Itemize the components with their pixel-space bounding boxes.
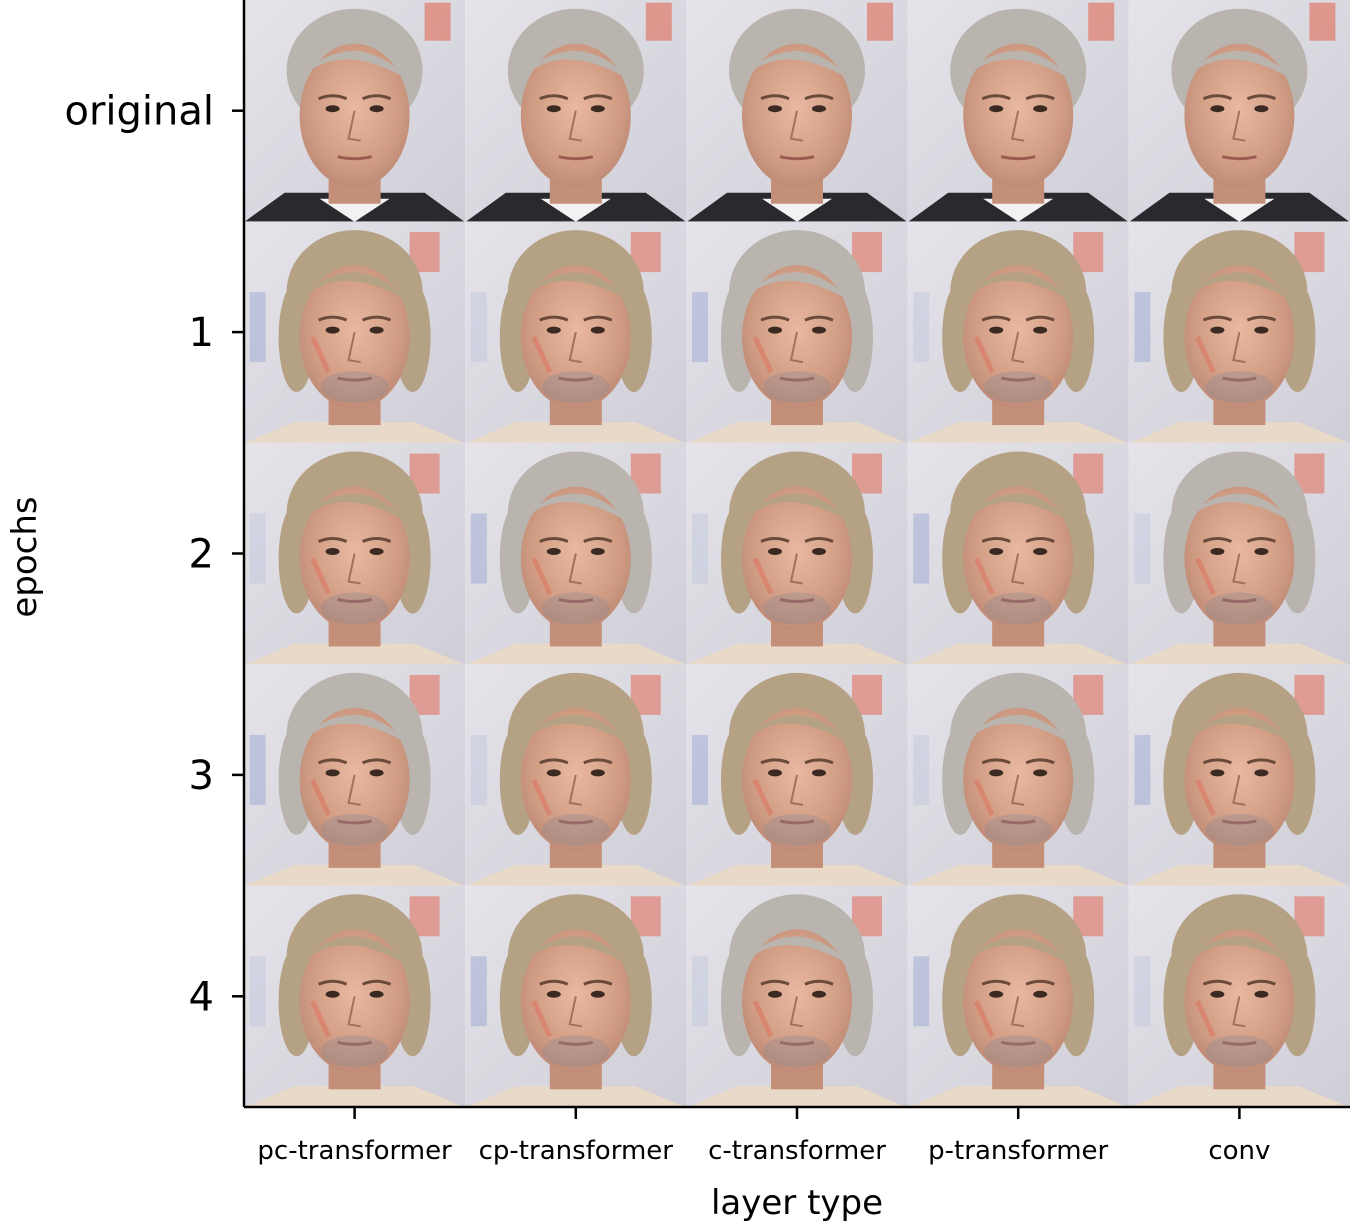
y-tick-label: 4: [189, 974, 214, 1020]
y-tick-label: 1: [189, 310, 214, 356]
y-tick-label: original: [64, 89, 214, 135]
grid-image: [686, 885, 908, 1108]
x-tick-label: c-transformer: [708, 1136, 886, 1166]
grid-image: [465, 442, 687, 665]
image-grid: [244, 0, 1350, 1108]
tick-labels: original 1 2 3 4 pc-transformer cp-transformer…: [64, 89, 1270, 1166]
grid-image: [244, 221, 466, 444]
grid-image: [1128, 0, 1350, 222]
grid-image: [465, 885, 687, 1108]
grid-image: [686, 221, 908, 444]
x-tick-label: conv: [1208, 1136, 1270, 1166]
grid-image: [907, 664, 1129, 886]
grid-image: [907, 885, 1129, 1108]
grid-image: [244, 664, 466, 886]
y-tick-label: 2: [189, 532, 214, 578]
axes: [232, 0, 1350, 1119]
grid-image: [686, 664, 908, 886]
y-axis-title: epochs: [5, 496, 45, 617]
y-tick-label: 3: [189, 753, 214, 799]
grid-image: [907, 442, 1129, 665]
grid-image: [465, 221, 687, 444]
grid-image: [1128, 885, 1350, 1108]
grid-image: [244, 442, 466, 665]
grid-image: [686, 442, 908, 665]
x-axis-title: layer type: [711, 1183, 883, 1223]
grid-image: [686, 0, 908, 222]
grid-image: [907, 0, 1129, 222]
grid-image: [465, 664, 687, 886]
grid-image: [907, 221, 1129, 444]
x-tick-label: p-transformer: [928, 1136, 1108, 1166]
grid-image: [1128, 221, 1350, 444]
grid-image: [1128, 442, 1350, 665]
grid-image: [465, 0, 687, 222]
grid-image: [244, 885, 466, 1108]
x-tick-label: cp-transformer: [479, 1136, 674, 1166]
grid-image: [244, 0, 466, 222]
x-tick-label: pc-transformer: [257, 1136, 452, 1166]
grid-image: [1128, 664, 1350, 886]
